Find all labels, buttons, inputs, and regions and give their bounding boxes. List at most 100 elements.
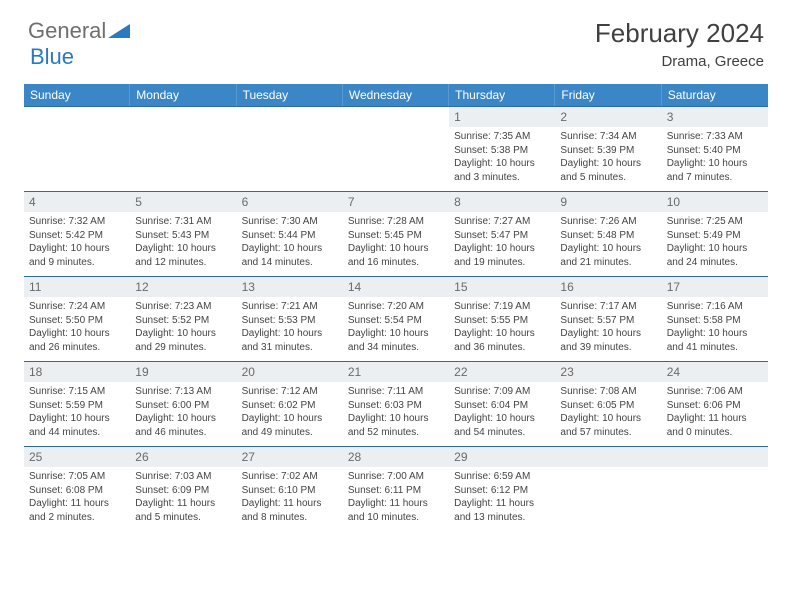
- day-body: Sunrise: 7:26 AMSunset: 5:48 PMDaylight:…: [555, 212, 661, 274]
- sunrise-line: Sunrise: 7:20 AM: [348, 300, 444, 314]
- day-cell: 21Sunrise: 7:11 AMSunset: 6:03 PMDayligh…: [343, 362, 449, 446]
- day-body: Sunrise: 7:33 AMSunset: 5:40 PMDaylight:…: [662, 127, 768, 189]
- weeks-container: 1Sunrise: 7:35 AMSunset: 5:38 PMDaylight…: [24, 106, 768, 531]
- empty-day: [343, 107, 449, 127]
- title-block: February 2024 Drama, Greece: [595, 18, 764, 70]
- daylight-line: Daylight: 10 hours and 14 minutes.: [242, 242, 338, 269]
- daylight-line: Daylight: 10 hours and 16 minutes.: [348, 242, 444, 269]
- sunset-line: Sunset: 6:11 PM: [348, 484, 444, 498]
- sunrise-line: Sunrise: 7:32 AM: [29, 215, 125, 229]
- brand-triangle-icon: [108, 22, 130, 41]
- sunset-line: Sunset: 6:00 PM: [135, 399, 231, 413]
- daylight-line: Daylight: 10 hours and 7 minutes.: [667, 157, 763, 184]
- daylight-line: Daylight: 11 hours and 0 minutes.: [667, 412, 763, 439]
- sunrise-line: Sunrise: 7:15 AM: [29, 385, 125, 399]
- day-number: 9: [555, 192, 661, 212]
- day-cell: [237, 107, 343, 191]
- sunrise-line: Sunrise: 7:31 AM: [135, 215, 231, 229]
- daylight-line: Daylight: 10 hours and 12 minutes.: [135, 242, 231, 269]
- day-body: Sunrise: 7:06 AMSunset: 6:06 PMDaylight:…: [662, 382, 768, 444]
- daylight-line: Daylight: 10 hours and 9 minutes.: [29, 242, 125, 269]
- sunset-line: Sunset: 5:50 PM: [29, 314, 125, 328]
- daylight-line: Daylight: 10 hours and 24 minutes.: [667, 242, 763, 269]
- sunset-line: Sunset: 5:54 PM: [348, 314, 444, 328]
- brand-part2: Blue: [30, 44, 74, 69]
- day-cell: 6Sunrise: 7:30 AMSunset: 5:44 PMDaylight…: [237, 192, 343, 276]
- empty-day: [237, 107, 343, 127]
- day-cell: 13Sunrise: 7:21 AMSunset: 5:53 PMDayligh…: [237, 277, 343, 361]
- day-cell: 12Sunrise: 7:23 AMSunset: 5:52 PMDayligh…: [130, 277, 236, 361]
- sunset-line: Sunset: 5:44 PM: [242, 229, 338, 243]
- sunrise-line: Sunrise: 7:34 AM: [560, 130, 656, 144]
- day-body: Sunrise: 7:09 AMSunset: 6:04 PMDaylight:…: [449, 382, 555, 444]
- empty-day: [130, 107, 236, 127]
- sunrise-line: Sunrise: 7:25 AM: [667, 215, 763, 229]
- empty-day: [555, 447, 661, 467]
- day-body: Sunrise: 7:27 AMSunset: 5:47 PMDaylight:…: [449, 212, 555, 274]
- sunset-line: Sunset: 5:39 PM: [560, 144, 656, 158]
- sunrise-line: Sunrise: 7:05 AM: [29, 470, 125, 484]
- daylight-line: Daylight: 11 hours and 10 minutes.: [348, 497, 444, 524]
- sunrise-line: Sunrise: 7:11 AM: [348, 385, 444, 399]
- empty-day: [24, 107, 130, 127]
- day-number: 4: [24, 192, 130, 212]
- day-body: Sunrise: 7:11 AMSunset: 6:03 PMDaylight:…: [343, 382, 449, 444]
- day-body: Sunrise: 7:05 AMSunset: 6:08 PMDaylight:…: [24, 467, 130, 529]
- sunrise-line: Sunrise: 7:03 AM: [135, 470, 231, 484]
- day-number: 27: [237, 447, 343, 467]
- sunrise-line: Sunrise: 7:23 AM: [135, 300, 231, 314]
- day-cell: 14Sunrise: 7:20 AMSunset: 5:54 PMDayligh…: [343, 277, 449, 361]
- day-body: Sunrise: 7:15 AMSunset: 5:59 PMDaylight:…: [24, 382, 130, 444]
- sunset-line: Sunset: 6:06 PM: [667, 399, 763, 413]
- brand-logo: General: [28, 18, 132, 44]
- sunset-line: Sunset: 5:52 PM: [135, 314, 231, 328]
- day-body: Sunrise: 7:19 AMSunset: 5:55 PMDaylight:…: [449, 297, 555, 359]
- sunrise-line: Sunrise: 7:33 AM: [667, 130, 763, 144]
- day-number: 22: [449, 362, 555, 382]
- sunset-line: Sunset: 6:05 PM: [560, 399, 656, 413]
- day-cell: 17Sunrise: 7:16 AMSunset: 5:58 PMDayligh…: [662, 277, 768, 361]
- day-body: Sunrise: 7:35 AMSunset: 5:38 PMDaylight:…: [449, 127, 555, 189]
- day-body: Sunrise: 7:21 AMSunset: 5:53 PMDaylight:…: [237, 297, 343, 359]
- day-number: 13: [237, 277, 343, 297]
- brand-part2-wrap: Blue: [30, 44, 74, 70]
- month-title: February 2024: [595, 18, 764, 49]
- day-cell: 9Sunrise: 7:26 AMSunset: 5:48 PMDaylight…: [555, 192, 661, 276]
- day-number: 28: [343, 447, 449, 467]
- day-number: 26: [130, 447, 236, 467]
- day-number: 7: [343, 192, 449, 212]
- sunset-line: Sunset: 5:42 PM: [29, 229, 125, 243]
- daylight-line: Daylight: 10 hours and 5 minutes.: [560, 157, 656, 184]
- sunset-line: Sunset: 6:02 PM: [242, 399, 338, 413]
- day-body: Sunrise: 7:00 AMSunset: 6:11 PMDaylight:…: [343, 467, 449, 529]
- day-number: 16: [555, 277, 661, 297]
- sunset-line: Sunset: 5:58 PM: [667, 314, 763, 328]
- day-number: 15: [449, 277, 555, 297]
- daylight-line: Daylight: 11 hours and 5 minutes.: [135, 497, 231, 524]
- sunset-line: Sunset: 6:12 PM: [454, 484, 550, 498]
- day-number: 5: [130, 192, 236, 212]
- day-cell: 4 Sunrise: 7:32 AMSunset: 5:42 PMDaylight…: [24, 192, 130, 276]
- daylight-line: Daylight: 10 hours and 36 minutes.: [454, 327, 550, 354]
- daylight-line: Daylight: 11 hours and 2 minutes.: [29, 497, 125, 524]
- day-cell: 10Sunrise: 7:25 AMSunset: 5:49 PMDayligh…: [662, 192, 768, 276]
- day-cell: 1Sunrise: 7:35 AMSunset: 5:38 PMDaylight…: [449, 107, 555, 191]
- dow-header-row: SundayMondayTuesdayWednesdayThursdayFrid…: [24, 84, 768, 106]
- sunrise-line: Sunrise: 7:21 AM: [242, 300, 338, 314]
- sunrise-line: Sunrise: 7:17 AM: [560, 300, 656, 314]
- day-number: 29: [449, 447, 555, 467]
- daylight-line: Daylight: 10 hours and 49 minutes.: [242, 412, 338, 439]
- daylight-line: Daylight: 10 hours and 3 minutes.: [454, 157, 550, 184]
- day-number: 24: [662, 362, 768, 382]
- sunrise-line: Sunrise: 7:02 AM: [242, 470, 338, 484]
- sunrise-line: Sunrise: 7:26 AM: [560, 215, 656, 229]
- day-cell: 11Sunrise: 7:24 AMSunset: 5:50 PMDayligh…: [24, 277, 130, 361]
- daylight-line: Daylight: 11 hours and 13 minutes.: [454, 497, 550, 524]
- day-body: Sunrise: 7:17 AMSunset: 5:57 PMDaylight:…: [555, 297, 661, 359]
- daylight-line: Daylight: 10 hours and 44 minutes.: [29, 412, 125, 439]
- day-number: 1: [449, 107, 555, 127]
- sunset-line: Sunset: 5:59 PM: [29, 399, 125, 413]
- day-cell: 22Sunrise: 7:09 AMSunset: 6:04 PMDayligh…: [449, 362, 555, 446]
- day-number: 20: [237, 362, 343, 382]
- dow-cell: Monday: [130, 84, 236, 106]
